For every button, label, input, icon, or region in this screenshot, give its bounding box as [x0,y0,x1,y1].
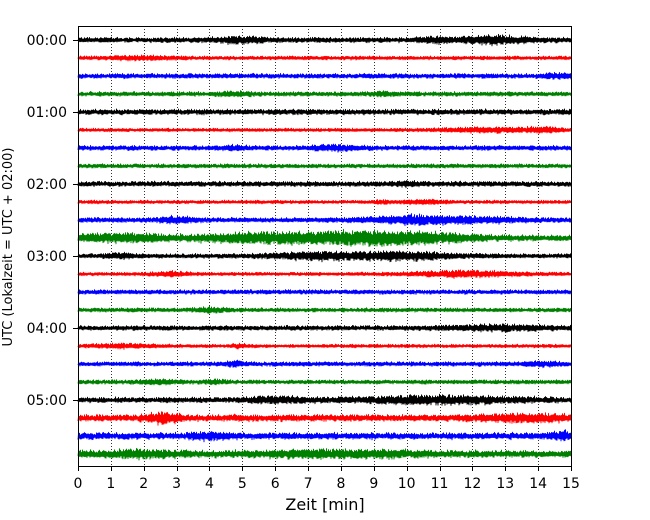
trace-0230 [77,213,572,227]
trace-0130 [77,143,572,153]
trace-0045 [77,90,572,98]
trace-0215 [77,198,572,206]
y-tick-label: 03:00 [27,249,67,265]
trace-0200 [77,180,572,189]
x-tick-label: 6 [271,476,280,492]
trace-0115 [77,125,572,135]
x-tick-label: 3 [172,476,181,492]
x-tick-label: 15 [562,476,580,492]
x-tick-label: 11 [431,476,449,492]
y-tick-label: 00:00 [27,33,67,49]
x-axis-title: Zeit [min] [285,495,364,514]
x-tick-label: 12 [463,476,481,492]
trace-0430 [77,359,572,369]
trace-0415 [77,342,572,350]
x-tick-label: 4 [205,476,214,492]
x-axis-ticks: 0 1 2 3 4 5 6 7 8 9 10 11 12 13 14 15 [74,466,580,492]
x-tick-label: 9 [369,476,378,492]
plot-frame [78,26,572,467]
trace-0100 [77,108,572,116]
x-tick-label: 13 [496,476,514,492]
x-tick-label: 1 [106,476,115,492]
y-tick-label: 01:00 [27,105,67,121]
trace-0545 [77,447,572,461]
trace-0330 [77,288,572,295]
trace-0015 [77,54,572,62]
trace-0530 [77,429,572,443]
trace-0145 [77,163,572,169]
x-tick-label: 0 [74,476,83,492]
x-tick-label: 10 [398,476,416,492]
trace-0000 [77,33,572,47]
y-axis-ticks: 00:00 01:00 02:00 03:00 04:00 05:00 [27,33,78,409]
trace-0345 [77,305,572,314]
trace-0515 [77,411,572,426]
x-tick-label: 5 [238,476,247,492]
x-gridlines [111,26,539,466]
y-tick-label: 02:00 [27,177,67,193]
x-tick-label: 8 [336,476,345,492]
x-tick-label: 7 [304,476,313,492]
trace-0500 [77,393,572,406]
trace-0400 [77,323,572,333]
trace-series [77,33,572,461]
trace-0245 [77,228,572,247]
trace-0315 [77,269,572,279]
y-tick-label: 04:00 [27,321,67,337]
y-axis-title: UTC (Lokalzeit = UTC + 02:00) [1,148,16,347]
x-tick-label: 14 [529,476,547,492]
x-tick-label: 2 [139,476,148,492]
y-tick-label: 05:00 [27,393,67,409]
trace-0030 [77,71,572,80]
trace-0300 [77,250,572,263]
trace-0445 [77,378,572,386]
